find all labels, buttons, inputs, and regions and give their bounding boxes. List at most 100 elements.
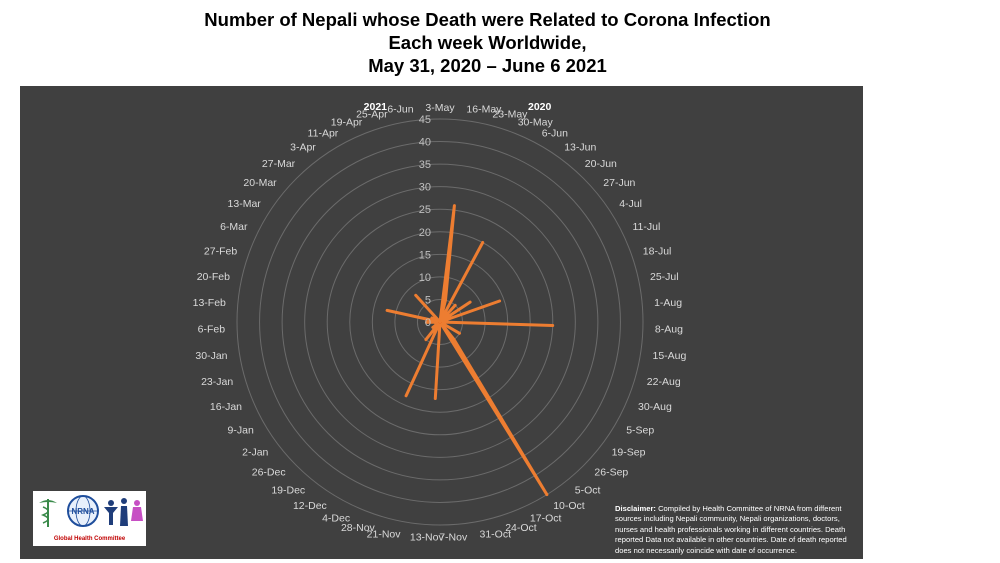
category-label: 7-Nov bbox=[439, 532, 468, 544]
logo-caption: Global Health Committee bbox=[53, 536, 126, 542]
disclaimer-note: Disclaimer: Compiled by Health Committee… bbox=[615, 504, 860, 556]
data-point bbox=[434, 397, 437, 400]
category-label: 27-Jun bbox=[603, 177, 635, 189]
disclaimer-label: Disclaimer: bbox=[615, 504, 656, 513]
category-label: 27-Feb bbox=[204, 246, 237, 258]
data-point bbox=[414, 294, 417, 297]
grid-ring bbox=[281, 163, 599, 481]
category-label: 26-Dec bbox=[252, 467, 286, 479]
category-label: 27-Mar bbox=[262, 158, 296, 170]
radar-chart: 0 5 10 15 20 25 30 35 40 453-May 16-May23-May30-Ma… bbox=[193, 101, 687, 544]
radial-tick-label: 0 bbox=[425, 317, 431, 329]
category-label: 31-Oct bbox=[480, 528, 512, 540]
category-label: 30-Jan bbox=[195, 350, 227, 362]
category-label: 20-Jun bbox=[585, 158, 617, 170]
category-label: 3-May bbox=[425, 102, 455, 114]
radial-tick-label: 20 bbox=[419, 227, 431, 239]
category-label: 23-Jan bbox=[201, 376, 233, 388]
category-label: 13-Jun bbox=[564, 142, 596, 154]
nrna-logo: NRNA Global Health Committee bbox=[33, 491, 146, 546]
category-label: 30-Aug bbox=[638, 401, 672, 413]
category-label: 5-Oct bbox=[575, 485, 601, 497]
category-label: 23-May bbox=[492, 109, 528, 121]
data-point bbox=[458, 332, 461, 335]
category-label: 16-Jan bbox=[210, 401, 242, 413]
category-label: 11-Apr bbox=[308, 128, 339, 140]
data-point bbox=[453, 204, 456, 207]
data-point bbox=[444, 298, 447, 302]
category-label: 2-Jan bbox=[242, 447, 268, 459]
category-label: 6-Feb bbox=[198, 324, 226, 336]
category-label: 22-Aug bbox=[647, 376, 681, 388]
data-point bbox=[438, 320, 442, 324]
category-label: 19-Sep bbox=[612, 447, 646, 459]
data-point bbox=[551, 324, 554, 327]
data-point bbox=[431, 326, 434, 329]
data-point bbox=[425, 321, 428, 324]
category-label: 6-Jun bbox=[387, 104, 413, 116]
category-label: 4-Jul bbox=[619, 198, 642, 210]
title-line-2: Each week Worldwide, bbox=[388, 32, 587, 53]
category-label: 6-Mar bbox=[220, 221, 248, 233]
category-label: 19-Apr bbox=[331, 117, 363, 129]
category-label: 26-Sep bbox=[594, 467, 628, 479]
category-label: 9-Jan bbox=[228, 425, 254, 437]
grid-ring bbox=[371, 253, 509, 391]
radial-tick-label: 10 bbox=[419, 272, 431, 284]
category-label: 20-Mar bbox=[243, 177, 277, 189]
category-label: 25-Jul bbox=[650, 271, 679, 283]
data-point bbox=[404, 394, 408, 397]
data-point bbox=[498, 299, 501, 303]
radial-tick-label: 5 bbox=[425, 294, 431, 306]
svg-text:NRNA: NRNA bbox=[71, 507, 94, 516]
data-point bbox=[454, 304, 457, 307]
category-label: 19-Dec bbox=[271, 485, 305, 497]
title-line-1: Number of Nepali whose Death were Relate… bbox=[204, 9, 771, 30]
title-line-3: May 31, 2020 – June 6 2021 bbox=[368, 55, 607, 76]
category-label: 13-Mar bbox=[228, 198, 262, 210]
category-label: 30-May bbox=[518, 117, 554, 129]
disclaimer-text: Compiled by Health Committee of NRNA fro… bbox=[615, 504, 847, 555]
data-point bbox=[424, 338, 428, 341]
logo-graphic: NRNA bbox=[39, 495, 143, 527]
people-icon bbox=[104, 498, 143, 526]
radial-tick-label: 35 bbox=[419, 159, 431, 171]
category-label: 15-Aug bbox=[653, 350, 687, 362]
category-label: 17-Oct bbox=[530, 512, 562, 524]
category-label: 28-Nov bbox=[341, 522, 376, 534]
data-point bbox=[545, 493, 549, 496]
category-label: 16-May bbox=[466, 104, 502, 116]
category-label: 6-Jun bbox=[542, 128, 568, 140]
caduceus-icon bbox=[39, 499, 57, 527]
category-label: 11-Jul bbox=[633, 221, 661, 233]
year-label-2021: 2021 bbox=[364, 101, 388, 113]
category-label: 3-Apr bbox=[290, 142, 316, 154]
grid-ring bbox=[259, 141, 621, 503]
grid-ring bbox=[326, 208, 554, 436]
chart-title: Number of Nepali whose Death were Relate… bbox=[0, 8, 975, 77]
category-label: 13-Feb bbox=[193, 297, 226, 309]
category-label: 21-Nov bbox=[367, 528, 402, 540]
category-label: 20-Feb bbox=[197, 271, 230, 283]
category-label: 10-Oct bbox=[553, 500, 585, 512]
grid-ring bbox=[349, 231, 531, 413]
category-label: 12-Dec bbox=[293, 500, 327, 512]
radial-tick-label: 25 bbox=[419, 204, 431, 216]
data-point bbox=[385, 309, 389, 312]
data-point bbox=[481, 241, 484, 244]
grid-ring bbox=[304, 186, 576, 458]
chart-panel: 0 5 10 15 20 25 30 35 40 45 3-May 16-May 23-May 30-Ma… bbox=[20, 86, 863, 559]
category-label: 4-Dec bbox=[322, 512, 350, 524]
category-label: 18-Jul bbox=[643, 246, 672, 258]
category-label: 24-Oct bbox=[505, 522, 537, 534]
data-point bbox=[452, 338, 456, 341]
category-label: 8-Aug bbox=[655, 324, 683, 336]
data-point bbox=[434, 322, 437, 325]
radial-tick-label: 15 bbox=[419, 249, 431, 261]
grid-ring bbox=[236, 118, 644, 526]
category-label: 5-Sep bbox=[626, 425, 654, 437]
category-label: 1-Aug bbox=[654, 297, 682, 309]
data-point bbox=[430, 316, 434, 320]
radial-tick-label: 40 bbox=[419, 137, 431, 149]
data-point bbox=[468, 300, 472, 304]
